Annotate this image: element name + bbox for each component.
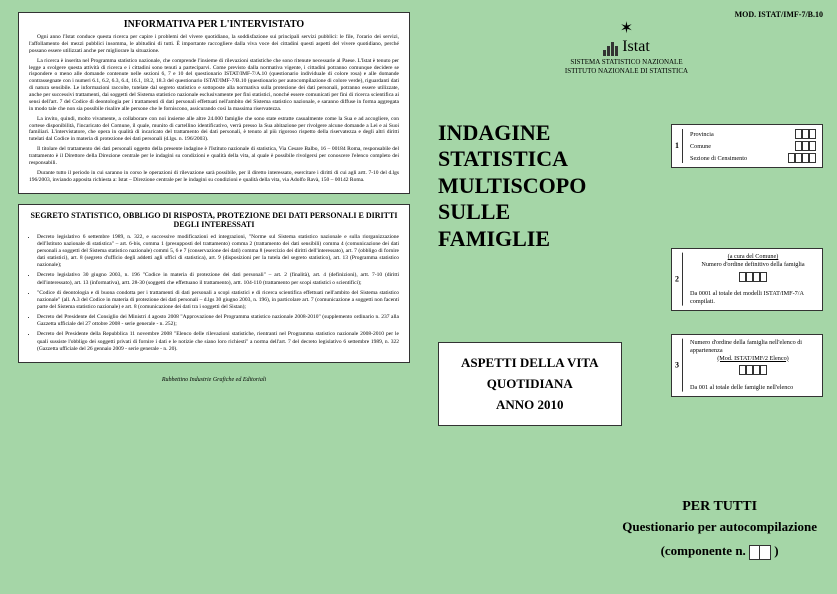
box3-cells[interactable] [739,365,767,375]
segreto-b1: Decreto legislativo 6 settembre 1989, n.… [37,234,399,270]
box1-row-provincia: Provincia [690,129,816,139]
segreto-b3: "Codice di deontologia e di buona condot… [37,290,399,311]
right-column: MOD. ISTAT/IMF-7/B.10 ✶ Istat SISTEMA ST… [420,0,837,594]
segreto-list: Decreto legislativo 6 settembre 1989, n.… [29,234,399,353]
logo-line1: SISTEMA STATISTICO NAZIONALE [430,58,823,66]
field-box-2: 2 (a cura del Comune) Numero d'ordine de… [671,248,823,311]
st-l3: ANNO 2010 [461,395,599,416]
segreto-title: SEGRETO STATISTICO, OBBLIGO DI RISPOSTA,… [29,211,399,230]
informativa-p5: Durante tutto il periodo in cui saranno … [29,170,399,184]
box1-label-provincia: Provincia [690,131,791,139]
per-tutti: PER TUTTI [622,499,817,515]
informativa-p1: Ogni anno l'Istat conduce questa ricerca… [29,34,399,55]
box3-line1: Numero d'ordine della famiglia nell'elen… [690,339,816,355]
informativa-p4: Il titolare del trattamento dei dati per… [29,146,399,167]
box2-cells[interactable] [739,272,767,282]
logo-line2: ISTITUTO NAZIONALE DI STATISTICA [430,67,823,75]
field-box-1: 1 Provincia Comune Sezione di Censimento [671,124,823,168]
componente-line: (componente n. ) [622,543,817,560]
segreto-b5: Decreto del Presidente della Repubblica … [37,331,399,352]
box2-header: (a cura del Comune) [690,253,816,261]
mt-l2: STATISTICA [438,146,586,172]
segreto-panel: SEGRETO STATISTICO, OBBLIGO DI RISPOSTA,… [18,204,410,363]
informativa-panel: INFORMATIVA PER L'INTERVISTATO Ogni anno… [18,12,410,194]
informativa-p3: La invito, quindi, molto vivamente, a co… [29,116,399,144]
box1-cells-comune[interactable] [795,141,816,151]
subtitle-box: ASPETTI DELLA VITA QUOTIDIANA ANNO 2010 [438,342,622,426]
componente-prefix: (componente n. [661,543,746,558]
segreto-b2: Decreto legislativo 30 giugno 2003, n. 1… [37,272,399,286]
box2-num: 2 [675,253,683,306]
st-l1: ASPETTI DELLA VITA [461,353,599,374]
box1-row-sezione: Sezione di Censimento [690,153,816,163]
crest-icon: ✶ [430,21,823,37]
field-box-3: 3 Numero d'ordine della famiglia nell'el… [671,334,823,397]
informativa-body: Ogni anno l'Istat conduce questa ricerca… [29,34,399,184]
mt-l5: FAMIGLIE [438,226,586,252]
box3-footer: Da 001 al totale delle famiglie nell'ele… [690,384,816,392]
left-column: INFORMATIVA PER L'INTERVISTATO Ogni anno… [0,0,420,594]
questionario-line: Questionario per autocompilazione [622,519,817,535]
componente-suffix: ) [774,543,778,558]
informativa-p2: La ricerca è inserita nel Programma stat… [29,58,399,113]
box1-label-comune: Comune [690,143,791,151]
box1-label-sezione: Sezione di Censimento [690,155,784,163]
box1-cells-provincia[interactable] [795,129,816,139]
page-root: INFORMATIVA PER L'INTERVISTATO Ogni anno… [0,0,837,594]
mt-l3: MULTISCOPO [438,173,586,199]
st-l2: QUOTIDIANA [461,374,599,395]
componente-cellbox[interactable] [749,545,771,560]
printer-line: Rubbettino Industrie Grafiche ed Editori… [18,377,410,383]
box2-footer: Da 0001 al totale dei modelli ISTAT/IMF-… [690,290,816,306]
mt-l1: INDAGINE [438,120,586,146]
box3-num: 3 [675,339,683,392]
logo-bars-icon [603,42,618,56]
informativa-title: INFORMATIVA PER L'INTERVISTATO [29,19,399,30]
box1-row-comune: Comune [690,141,816,151]
segreto-b4: Decreto del Presidente del Consiglio dei… [37,314,399,328]
mod-code: MOD. ISTAT/IMF-7/B.10 [430,10,823,19]
main-title: INDAGINE STATISTICA MULTISCOPO SULLE FAM… [438,120,586,252]
istat-word: Istat [622,37,650,56]
logo-block: ✶ Istat SISTEMA STATISTICO NAZIONALE IST… [430,21,823,75]
istat-logo: Istat [430,37,823,56]
mt-l4: SULLE [438,199,586,225]
box2-line1: Numero d'ordine definitivo della famigli… [690,261,816,269]
box1-cells-sezione[interactable] [788,153,816,163]
box1-num: 1 [675,129,683,163]
box3-line2: (Mod. ISTAT/IMF/2 Elenco) [690,355,816,363]
bottom-block: PER TUTTI Questionario per autocompilazi… [622,499,817,560]
